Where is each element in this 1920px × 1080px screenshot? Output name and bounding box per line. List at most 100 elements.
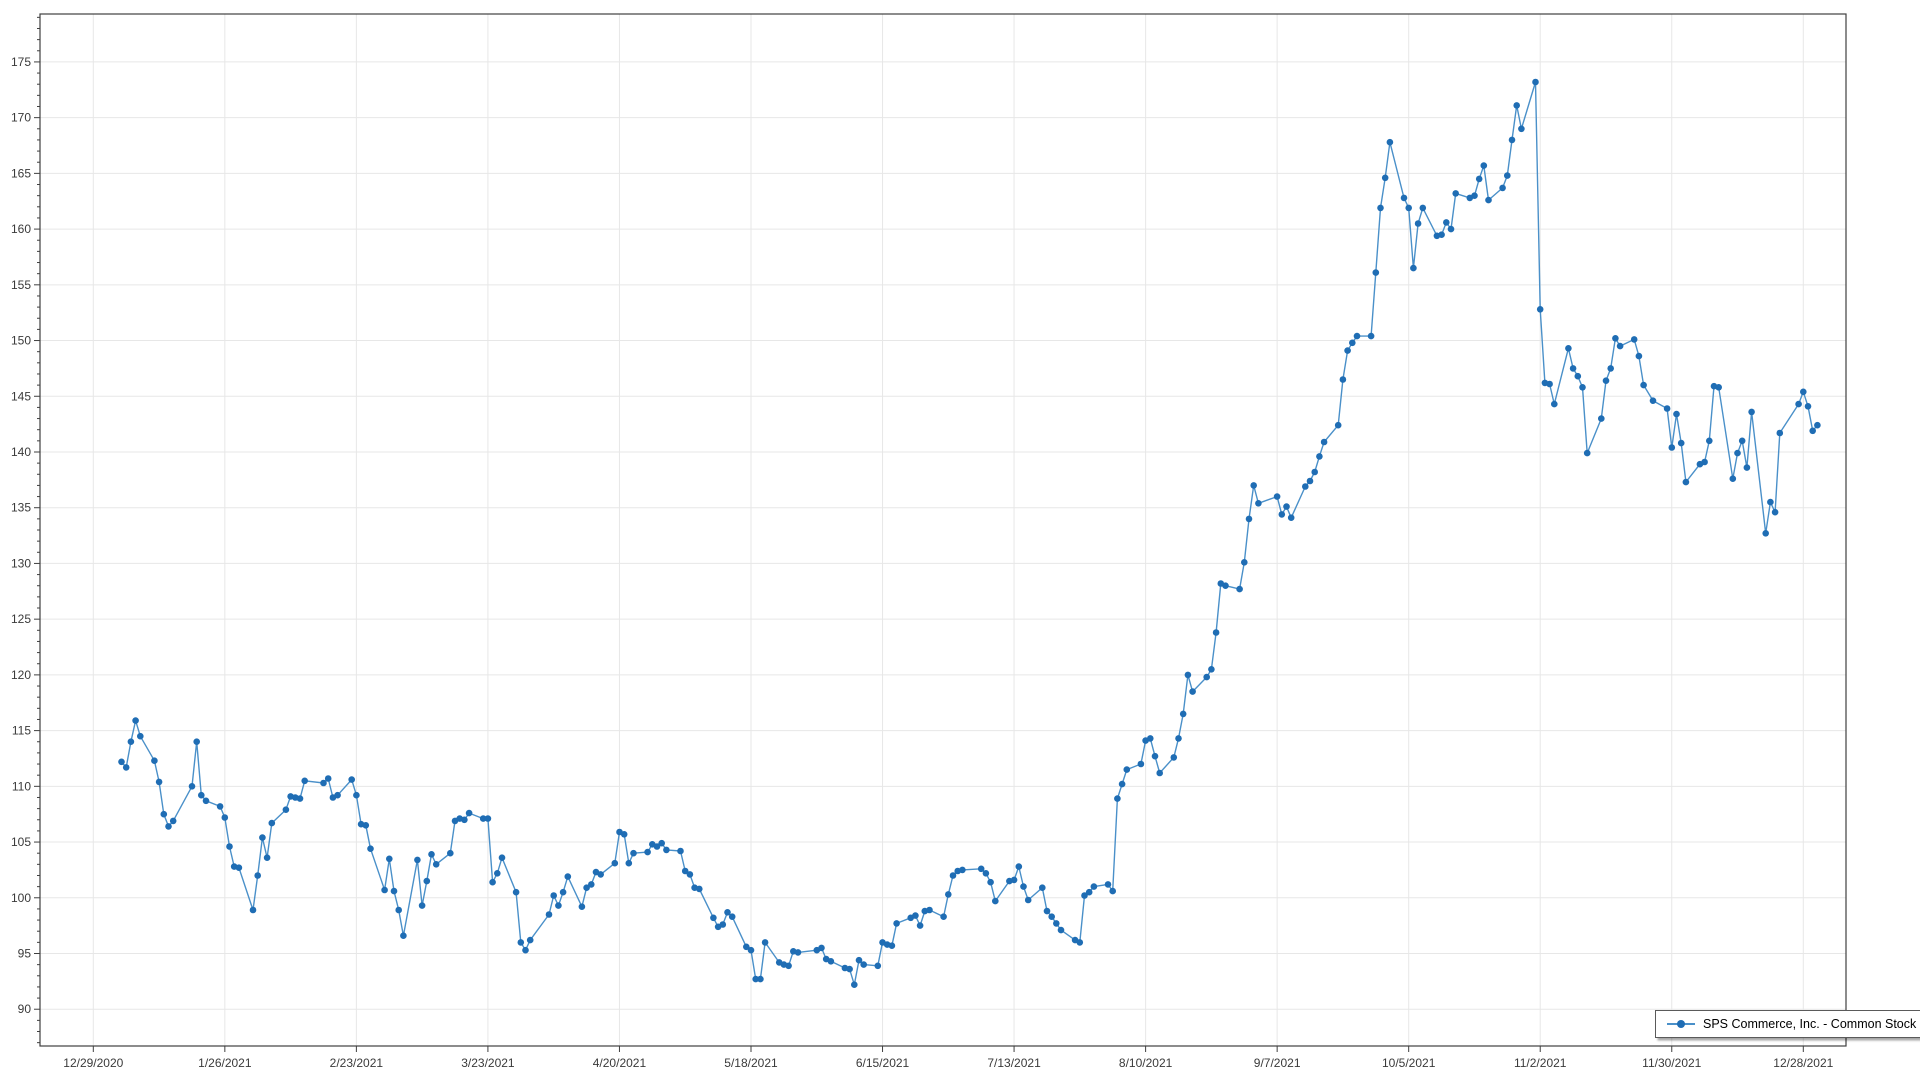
data-point: [1114, 795, 1121, 802]
data-point: [1598, 415, 1605, 422]
data-point: [620, 831, 628, 838]
data-point: [743, 943, 750, 951]
data-point: [1569, 365, 1577, 372]
data-point: [1630, 336, 1638, 343]
data-point: [611, 859, 619, 867]
data-point: [1024, 896, 1032, 904]
data-point: [381, 886, 388, 894]
data-point: [1419, 204, 1427, 212]
data-point: [1776, 429, 1784, 437]
data-point: [334, 791, 341, 799]
data-point: [949, 872, 957, 879]
data-point: [1518, 125, 1525, 133]
data-point: [1057, 926, 1065, 934]
data-point: [1635, 352, 1643, 360]
data-point: [122, 764, 130, 771]
data-point: [522, 946, 529, 954]
y-tick-label: 90: [18, 1002, 32, 1016]
y-tick-label: 155: [11, 278, 31, 292]
data-point: [578, 903, 586, 910]
data-point: [1212, 629, 1220, 636]
data-point: [1504, 172, 1511, 179]
data-point: [1583, 449, 1591, 457]
data-point: [677, 847, 684, 855]
data-point: [1123, 766, 1131, 773]
data-point: [625, 859, 633, 867]
data-point: [1734, 449, 1741, 457]
data-point: [517, 939, 525, 946]
data-point: [1738, 437, 1746, 445]
data-point: [367, 845, 374, 852]
data-point: [353, 791, 360, 799]
data-point: [686, 871, 694, 878]
y-tick-label: 145: [11, 389, 31, 403]
data-point: [1508, 136, 1516, 144]
data-point: [1809, 427, 1816, 435]
data-point: [912, 912, 919, 919]
data-point: [1189, 688, 1196, 695]
data-point: [1175, 735, 1182, 742]
data-point: [757, 975, 764, 983]
x-tick-label: 2/23/2021: [330, 1056, 384, 1070]
data-point: [1640, 381, 1647, 389]
data-point: [1353, 332, 1361, 340]
data-point: [564, 873, 572, 880]
data-point: [418, 902, 426, 909]
data-point: [583, 884, 590, 891]
data-point: [1339, 376, 1347, 383]
y-tick-label: 105: [11, 835, 31, 849]
data-point: [362, 822, 370, 829]
data-point: [1170, 754, 1178, 761]
data-point: [719, 921, 727, 928]
data-point: [597, 871, 604, 878]
y-tick-label: 160: [11, 222, 31, 236]
data-point: [282, 806, 290, 813]
data-point: [132, 717, 139, 724]
data-point: [752, 975, 759, 983]
y-tick-label: 140: [11, 445, 31, 459]
data-point: [851, 981, 858, 988]
data-point: [1039, 884, 1046, 891]
data-point: [992, 897, 999, 905]
legend-box[interactable]: SPS Commerce, Inc. - Common Stock: [1655, 1010, 1920, 1038]
data-point: [1607, 365, 1614, 372]
data-point: [1076, 939, 1084, 946]
data-point: [423, 877, 431, 885]
data-point: [301, 777, 309, 785]
data-point: [1287, 514, 1295, 521]
data-point: [1677, 439, 1685, 447]
y-tick-label: 125: [11, 612, 31, 626]
data-point: [1443, 219, 1450, 226]
data-point: [1546, 380, 1553, 388]
data-point: [1010, 876, 1018, 884]
y-tick-label: 165: [11, 166, 31, 180]
data-point: [1349, 339, 1356, 347]
data-point: [414, 856, 421, 864]
x-tick-label: 10/5/2021: [1382, 1056, 1436, 1070]
data-point: [1367, 332, 1375, 340]
data-point: [1800, 388, 1807, 396]
data-point: [400, 932, 407, 939]
x-tick-label: 5/18/2021: [724, 1056, 778, 1070]
y-tick-label: 170: [11, 111, 31, 125]
plot-border: [39, 13, 1847, 1047]
data-point: [320, 779, 327, 787]
x-tick-label: 7/13/2021: [987, 1056, 1041, 1070]
data-point: [1151, 752, 1159, 760]
data-point: [1682, 478, 1690, 486]
data-point: [1184, 671, 1192, 679]
data-point: [1118, 780, 1126, 788]
data-point: [893, 920, 900, 927]
y-tick-label: 100: [11, 891, 31, 905]
data-point: [555, 902, 562, 909]
data-point: [1104, 881, 1112, 888]
x-tick-label: 8/10/2021: [1119, 1056, 1173, 1070]
data-point: [658, 839, 665, 847]
legend-series-line-marker-icon: [1667, 1020, 1695, 1028]
data-point: [1043, 907, 1051, 915]
data-point: [169, 817, 177, 825]
data-point: [1316, 453, 1323, 460]
data-point: [1283, 503, 1290, 510]
data-point: [296, 795, 304, 802]
